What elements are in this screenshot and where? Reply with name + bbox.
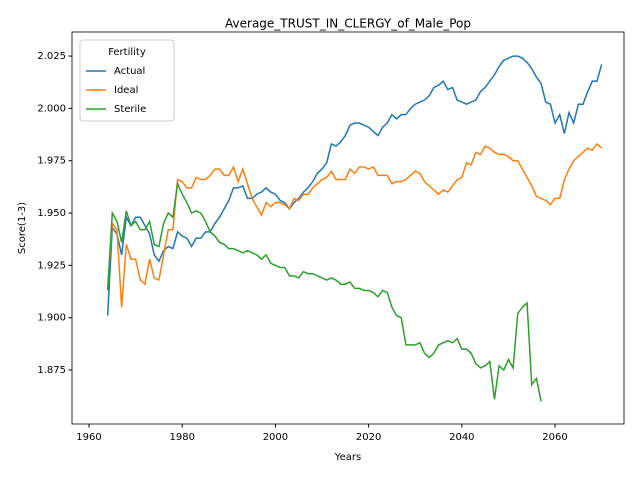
y-tick-label: 1.900 <box>37 313 66 324</box>
x-axis-label: Years <box>334 452 361 463</box>
x-tick-label: 2060 <box>542 432 567 443</box>
x-tick-label: 2020 <box>356 432 381 443</box>
legend-label: Ideal <box>114 85 138 96</box>
x-tick-label: 2000 <box>263 432 288 443</box>
legend-label: Actual <box>114 66 145 77</box>
line-series <box>106 181 542 402</box>
y-tick-label: 1.875 <box>37 365 66 376</box>
plot-frame <box>71 31 625 425</box>
line-series <box>106 55 603 316</box>
y-tick-label: 2.000 <box>37 103 66 114</box>
legend-label: Sterile <box>114 104 146 115</box>
y-tick-label: 1.925 <box>37 260 66 271</box>
y-tick-label: 1.975 <box>37 156 66 167</box>
y-tick-label: 1.950 <box>37 208 66 219</box>
legend-title: Fertility <box>108 47 146 58</box>
legend-box <box>79 39 175 122</box>
x-tick-label: 1960 <box>76 432 101 443</box>
x-tick-label: 2040 <box>449 432 474 443</box>
line-series <box>106 142 603 308</box>
chart-title: Average_TRUST_IN_CLERGY_of_Male_Pop <box>225 17 471 31</box>
y-tick-label: 2.025 <box>37 51 66 62</box>
x-tick-label: 1980 <box>169 432 194 443</box>
y-axis-label: Score(1-3) <box>17 202 28 254</box>
